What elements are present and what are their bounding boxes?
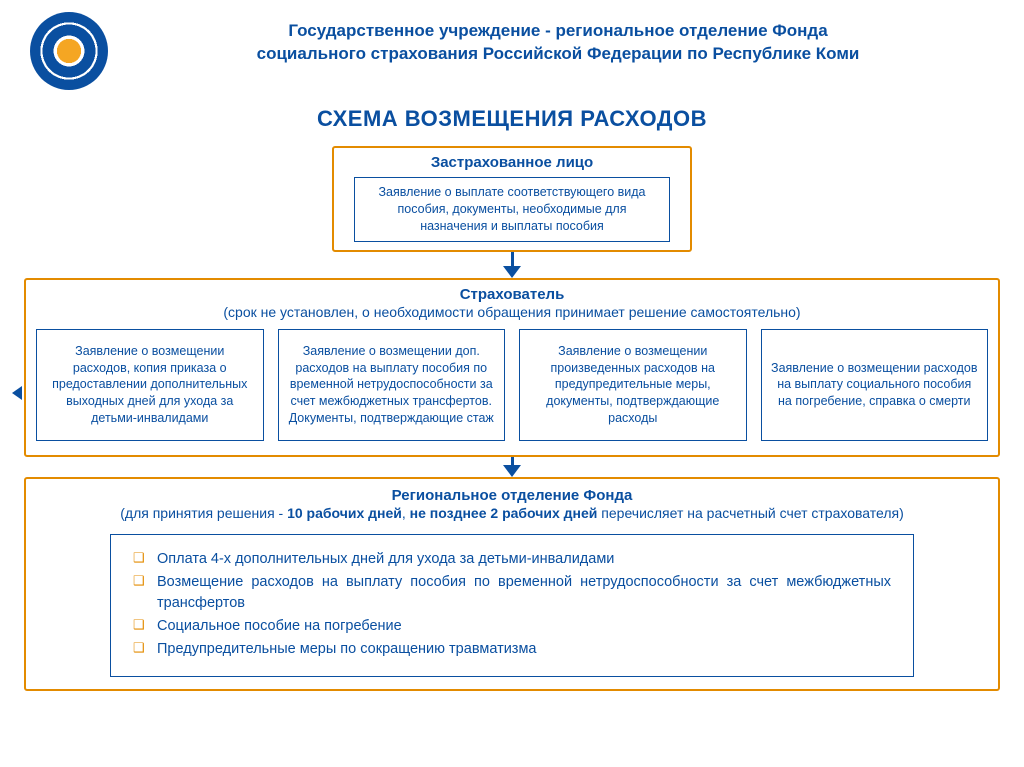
arrow-down-1 [0,252,1024,278]
header: Государственное учреждение - регионально… [0,0,1024,96]
feedback-arrow-icon [10,380,24,404]
stage3-sub-b2: не позднее 2 рабочих дней [410,505,598,521]
org-line1: Государственное учреждение - регионально… [122,20,994,43]
stage3-sub-mid: , [402,505,410,521]
stage3-title: Региональное отделение Фонда [40,487,984,504]
stage3-subtitle: (для принятия решения - 10 рабочих дней,… [40,504,984,522]
stage2-subtitle: (срок не установлен, о необходимости обр… [36,303,988,321]
page-title: СХЕМА ВОЗМЕЩЕНИЯ РАСХОДОВ [0,106,1024,132]
stage2-items-row: Заявление о возмещении расходов, копия п… [36,329,988,441]
stage3-list-box: Оплата 4-х дополнительных дней для ухода… [110,534,914,677]
stage2-item-2: Заявление о возмещении доп. расходов на … [278,329,506,441]
stage-insurer: Страхователь (срок не установлен, о необ… [24,278,1000,457]
stage2-title: Страхователь [36,286,988,303]
stage3-bullet-3: Социальное пособие на погребение [133,616,891,637]
stage2-item-1: Заявление о возмещении расходов, копия п… [36,329,264,441]
stage2-item-3: Заявление о возмещении произведенных рас… [519,329,747,441]
stage3-sub-b1: 10 рабочих дней [287,505,402,521]
stage1-inner-box: Заявление о выплате соответствующего вид… [354,177,670,242]
stage3-list: Оплата 4-х дополнительных дней для ухода… [133,549,891,660]
org-line2: социального страхования Российской Федер… [122,43,994,66]
stage3-sub-post: перечисляет на расчетный счет страховате… [597,505,903,521]
stage3-sub-pre: (для принятия решения - [120,505,287,521]
stage-regional-fund: Региональное отделение Фонда (для принят… [24,477,1000,691]
arrow-down-2 [0,457,1024,477]
stage2-item-4: Заявление о возмещении расходов на выпла… [761,329,989,441]
org-name: Государственное учреждение - регионально… [122,12,994,66]
stage1-title: Застрахованное лицо [342,154,682,171]
stage3-bullet-1: Оплата 4-х дополнительных дней для ухода… [133,549,891,570]
stage3-bullet-4: Предупредительные меры по сокращению тра… [133,639,891,660]
fss-logo-icon [30,12,108,90]
stage-insured-person: Застрахованное лицо Заявление о выплате … [332,146,692,252]
stage3-bullet-2: Возмещение расходов на выплату пособия п… [133,572,891,614]
